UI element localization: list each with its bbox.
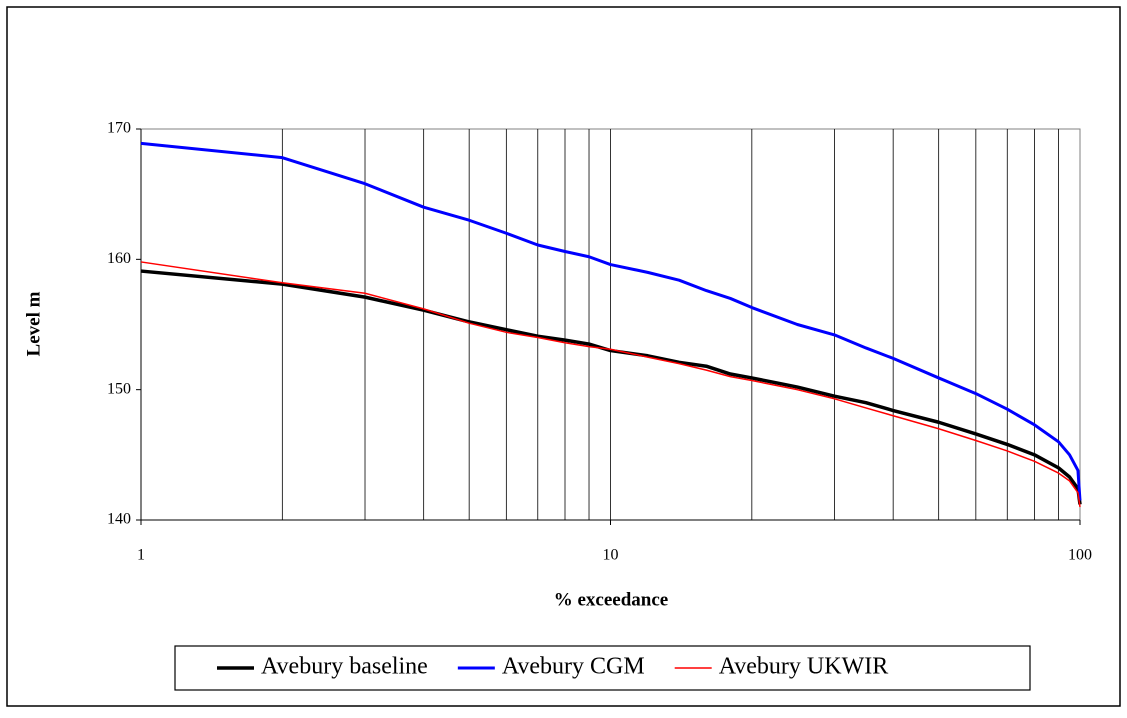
y-tick-label: 150 xyxy=(107,380,131,397)
legend-label: Avebury UKWIR xyxy=(719,654,889,680)
legend-label: Avebury CGM xyxy=(502,654,645,680)
y-tick-label: 140 xyxy=(107,511,131,528)
legend-label: Avebury baseline xyxy=(261,654,428,680)
y-tick-label: 160 xyxy=(107,250,131,267)
x-tick-label: 10 xyxy=(603,547,619,564)
y-axis-title: Level m xyxy=(23,291,44,356)
series-line xyxy=(140,269,1082,505)
series-line xyxy=(140,261,1081,508)
x-tick-label: 1 xyxy=(137,547,145,564)
x-axis-title: % exceedance xyxy=(554,589,668,610)
series-line xyxy=(140,141,1082,501)
legend-box xyxy=(174,645,1031,691)
y-tick-label: 170 xyxy=(107,120,131,137)
x-tick-label: 100 xyxy=(1068,547,1092,564)
